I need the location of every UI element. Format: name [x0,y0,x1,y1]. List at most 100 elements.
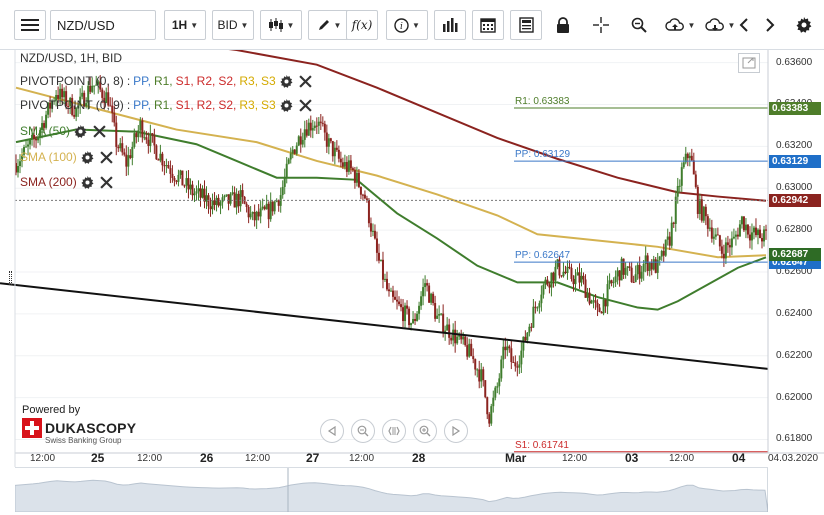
pivot-legend-1[interactable]: PIVOTPOINT (0, 8) : PP, R1, S1, R2, S2, … [20,74,312,88]
pivot-level-r3: R3, [239,74,259,88]
candle-body [187,178,190,190]
zoom-out-button[interactable] [351,419,375,443]
price-type-dropdown[interactable]: BID ▼ [212,10,254,40]
candle-body [61,88,64,98]
candle-body [730,238,733,248]
pivot-legend-2[interactable]: PIVOTPOINT (0, 9) : PP, R1, S1, R2, S2, … [20,98,312,112]
trend-line[interactable] [0,282,769,370]
candle-body [748,234,751,241]
sma100-legend[interactable]: SMA (100) [20,150,113,164]
news-button[interactable] [510,10,542,40]
zoom-button[interactable] [624,10,654,40]
info-dropdown[interactable]: i ▼ [386,10,428,40]
calendar-button[interactable] [472,10,504,40]
candle-body [580,275,583,283]
expand-chart-button[interactable] [738,53,760,73]
close-icon[interactable] [299,74,312,88]
close-icon[interactable] [100,150,113,164]
pivot-line-label: PP: 0.63129 [515,149,571,161]
sma50-legend[interactable]: SMA (50) [20,124,106,138]
chevron-down-icon: ▼ [333,20,342,30]
gear-icon[interactable] [81,150,94,164]
price-chart[interactable] [0,50,824,467]
candle-body [59,88,62,99]
candle-body [676,186,679,197]
candle-body [628,266,631,268]
candle-body [582,275,585,280]
close-icon[interactable] [299,98,312,112]
candle-body [63,91,66,98]
candle-body [678,185,681,187]
gear-icon[interactable] [81,175,94,189]
time-tick-label: 12:00 [137,453,163,464]
sma200-label: SMA (200) [20,175,77,189]
download-button[interactable]: ▼ [700,10,740,40]
upload-button[interactable]: ▼ [660,10,700,40]
hamburger-menu-button[interactable] [14,10,46,40]
candle-body [616,270,619,277]
sma-line [228,50,767,202]
settings-button[interactable] [792,10,816,40]
gear-icon[interactable] [280,74,293,88]
pivot-line-label: R1: 0.63383 [515,95,570,107]
pivot-level-r1: R1, [153,74,173,88]
time-tick-label: 12:00 [30,453,56,464]
scroll-left-button[interactable] [320,419,344,443]
pivot-level-r3: R3, [239,98,259,112]
pivot-lines [514,107,768,453]
chart-navigation [320,419,468,443]
candle-body [548,284,551,288]
candle-body [371,230,374,232]
gear-icon[interactable] [280,98,293,112]
close-icon[interactable] [93,124,106,138]
zoom-in-button[interactable] [413,419,437,443]
chart-type-dropdown[interactable]: ▼ [260,10,302,40]
candle-body [337,149,340,159]
zoom-in-icon [419,425,431,437]
candle-body [588,292,591,304]
candle-body [568,266,571,268]
volume-button[interactable] [434,10,466,40]
candle-body [462,336,465,340]
candle-body [644,255,647,264]
left-drag-handle[interactable] [9,271,12,285]
scroll-left-button[interactable] [734,10,754,40]
candle-body [726,242,729,246]
candle-body [231,192,234,194]
price-tick-label: 0.62200 [776,349,813,361]
time-tick-label: 26 [200,451,214,465]
candle-body [357,172,360,187]
candle-body [19,161,22,167]
scroll-right-button[interactable] [444,419,468,443]
lock-button[interactable] [548,10,578,40]
candle-body [454,329,457,344]
candle-body [131,146,134,158]
candle-body [474,359,477,370]
reset-zoom-button[interactable] [382,419,406,443]
candle-body [325,132,328,147]
candle-body [145,137,148,140]
scroll-right-button[interactable] [760,10,780,40]
candle-body [197,188,200,192]
candle-body [287,159,290,164]
time-navigator[interactable] [14,467,769,513]
gear-icon[interactable] [74,124,87,138]
candle-body [694,174,697,187]
symbol-selector[interactable]: NZD/USD [50,10,156,40]
sma200-legend[interactable]: SMA (200) [20,175,113,189]
timeframe-dropdown[interactable]: 1H ▼ [164,10,206,40]
time-tick-label: Mar [505,451,527,465]
candle-body [47,102,50,115]
powered-by-text: Powered by [22,404,81,416]
drawing-tools-dropdown[interactable]: ▼ [308,10,350,40]
indicators-button[interactable]: f(x) [346,10,378,40]
time-tick-label: 12:00 [562,453,588,464]
candle-body [514,362,517,367]
close-icon[interactable] [100,175,113,189]
candle-body [746,224,749,235]
crosshair-button[interactable] [586,10,616,40]
candle-body [367,199,370,224]
candle-body [33,134,36,139]
candle-body [558,259,561,276]
